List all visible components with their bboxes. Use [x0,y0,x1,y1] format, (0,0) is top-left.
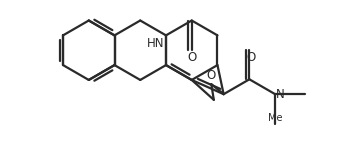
Text: O: O [207,69,216,82]
Text: Me: Me [268,113,282,123]
Text: O: O [187,51,196,64]
Text: HN: HN [146,37,164,50]
Text: O: O [247,51,256,64]
Text: N: N [276,88,285,101]
